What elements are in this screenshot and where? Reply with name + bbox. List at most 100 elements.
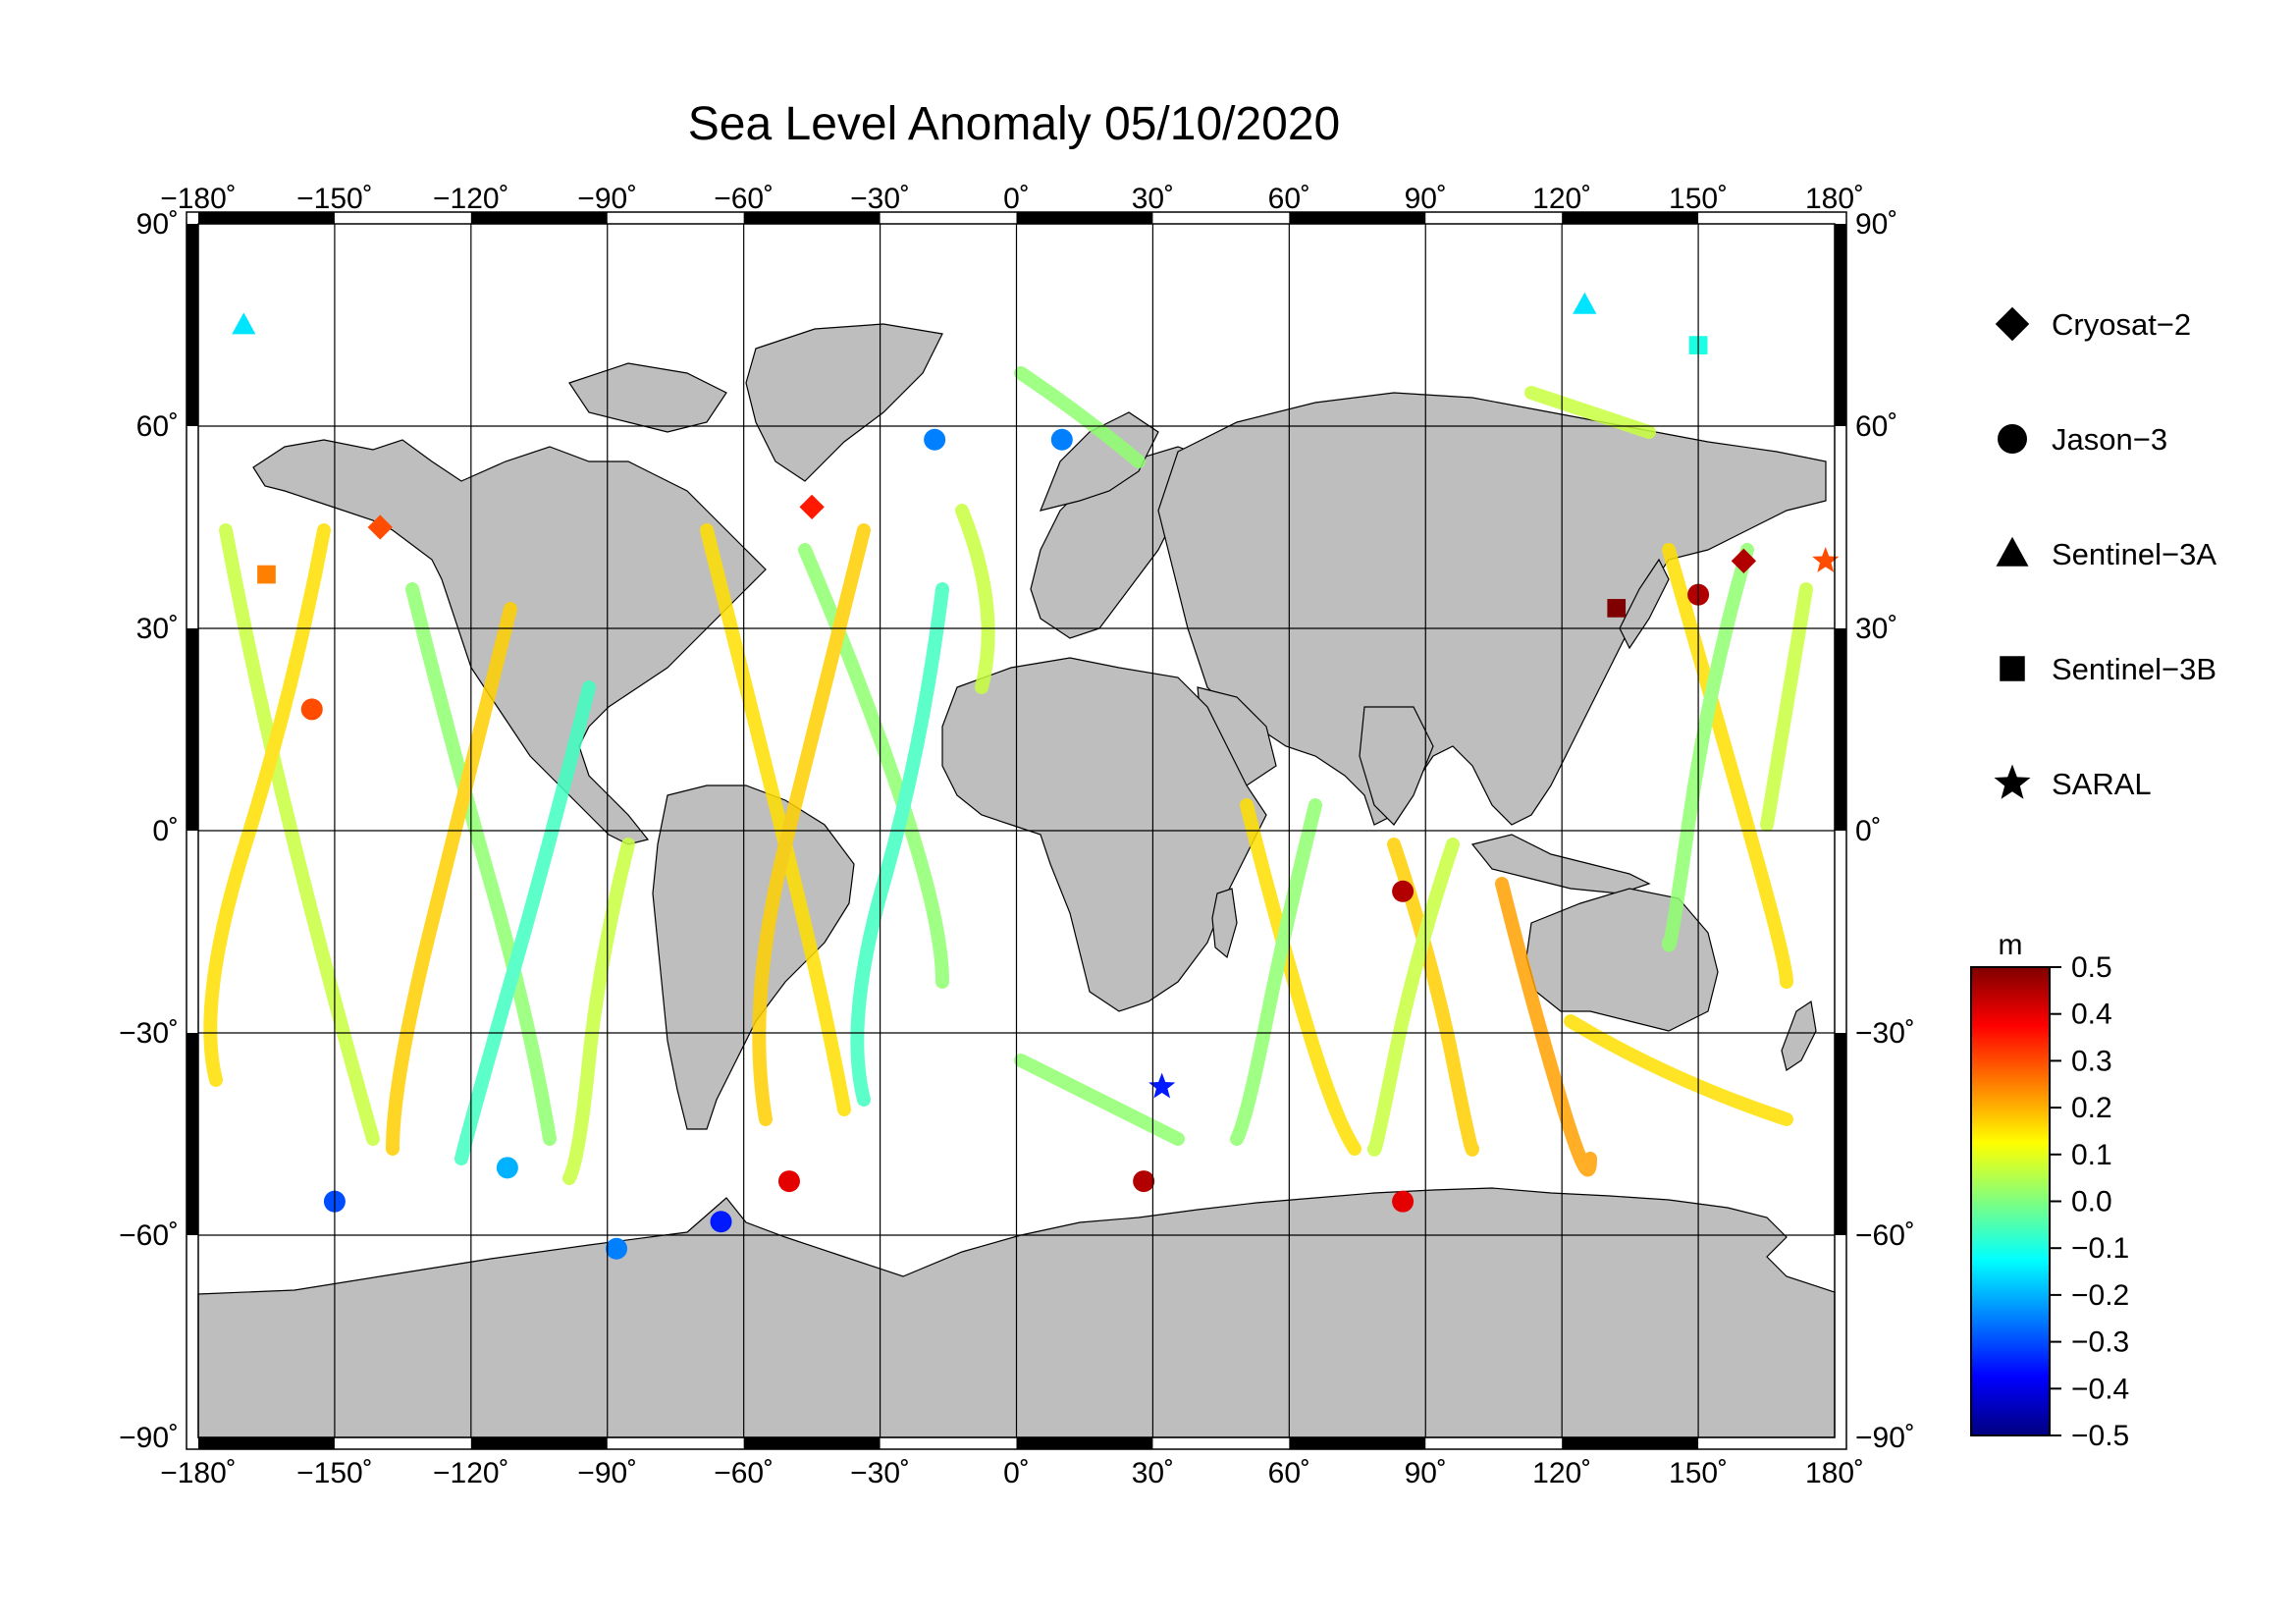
land-india bbox=[1359, 706, 1434, 826]
colorbar-tick-label: 0.1 bbox=[2071, 1139, 2112, 1171]
frame-segment bbox=[1835, 628, 1846, 831]
anomaly-point bbox=[496, 1157, 518, 1179]
graticule bbox=[198, 224, 1835, 1437]
lon-tick-bottom: −180˚ bbox=[160, 1457, 237, 1489]
frame-segment bbox=[1562, 212, 1699, 224]
lon-tick-top: 150˚ bbox=[1669, 183, 1728, 215]
frame-segment bbox=[1835, 224, 1846, 426]
frame-segment bbox=[198, 212, 335, 224]
lon-tick-bottom: 30˚ bbox=[1132, 1457, 1174, 1489]
legend-label: Sentinel−3B bbox=[2052, 652, 2216, 686]
colorbar-tick-label: 0.4 bbox=[2071, 999, 2112, 1031]
colorbar-unit: m bbox=[1999, 929, 2023, 961]
colorbar-tick-label: −0.4 bbox=[2071, 1373, 2129, 1405]
anomaly-points bbox=[232, 292, 1840, 1260]
anomaly-point bbox=[1607, 599, 1627, 618]
lon-tick-top: 60˚ bbox=[1268, 183, 1310, 215]
land-greenland bbox=[745, 323, 943, 482]
colorbar-tick-label: 0.5 bbox=[2071, 951, 2112, 984]
land-madagascar bbox=[1211, 888, 1238, 959]
frame-segment bbox=[1016, 1437, 1153, 1449]
anomaly-point bbox=[1573, 292, 1597, 314]
lat-tick-right: −60˚ bbox=[1855, 1219, 1915, 1252]
lon-tick-top: 120˚ bbox=[1532, 183, 1591, 215]
lat-tick-right: 60˚ bbox=[1855, 410, 1897, 443]
frame-segment bbox=[187, 628, 198, 831]
frame-segment bbox=[1289, 1437, 1426, 1449]
track-indian-5 bbox=[1495, 877, 1597, 1177]
map-frame bbox=[186, 211, 1847, 1450]
anomaly-point bbox=[1148, 1072, 1176, 1099]
anomaly-point bbox=[799, 494, 825, 520]
lat-tick-left: 60˚ bbox=[136, 410, 179, 443]
legend-label: SARAL bbox=[2052, 767, 2152, 801]
lat-tick-left: −30˚ bbox=[119, 1017, 179, 1050]
track-indian-4 bbox=[1367, 838, 1460, 1157]
track-indian-2 bbox=[1230, 798, 1322, 1146]
lon-tick-top: −90˚ bbox=[577, 183, 637, 215]
lon-tick-bottom: −90˚ bbox=[577, 1457, 637, 1489]
frame-segment bbox=[1016, 212, 1153, 224]
colorbar-tick-label: −0.2 bbox=[2071, 1279, 2129, 1312]
track-indian-1 bbox=[1240, 798, 1362, 1156]
colorbar: m 0.5 0.4 0.3 0.2 0.1 0.0 −0.1 −0.2 −0.3 −0.4 −0.5 bbox=[1970, 929, 2129, 1452]
colorbar-tick-label: 0.3 bbox=[2071, 1045, 2112, 1077]
frame-segment bbox=[1562, 1437, 1699, 1449]
track-pacific-4 bbox=[386, 602, 517, 1156]
anomaly-point bbox=[606, 1237, 628, 1260]
lon-tick-top: −30˚ bbox=[850, 183, 910, 215]
track-westpac-2 bbox=[1662, 543, 1754, 952]
track-pacific-1 bbox=[219, 523, 380, 1146]
lon-tick-bottom: 150˚ bbox=[1669, 1457, 1728, 1489]
lat-tick-right: −90˚ bbox=[1855, 1422, 1915, 1454]
track-westpac-1 bbox=[1662, 543, 1793, 989]
colorbar-tick-label: 0.0 bbox=[2071, 1186, 2112, 1218]
legend-label: Cryosat−2 bbox=[2052, 307, 2191, 342]
lon-tick-top: −60˚ bbox=[714, 183, 774, 215]
lon-tick-top: 180˚ bbox=[1805, 183, 1864, 215]
legend-label: Sentinel−3A bbox=[2052, 537, 2216, 571]
anomaly-point bbox=[1133, 1170, 1155, 1193]
land-arctic-islands bbox=[568, 362, 727, 433]
land-new-zealand bbox=[1781, 1000, 1817, 1071]
track-pacific-2 bbox=[203, 523, 331, 1087]
frame-segment bbox=[1835, 1033, 1846, 1235]
lat-tick-right: 30˚ bbox=[1855, 613, 1897, 645]
anomaly-point bbox=[232, 312, 256, 335]
map-title: Sea Level Anomaly 05/10/2020 bbox=[688, 98, 1341, 150]
frame-segment bbox=[743, 1437, 881, 1449]
land-japan bbox=[1619, 558, 1670, 650]
track-atlantic-5 bbox=[955, 504, 995, 694]
lon-tick-bottom: 180˚ bbox=[1805, 1457, 1864, 1489]
track-indian-3 bbox=[1387, 838, 1479, 1157]
lon-tick-top: −150˚ bbox=[296, 183, 373, 215]
track-pacific-6 bbox=[562, 838, 635, 1185]
lat-tick-left: −60˚ bbox=[119, 1219, 179, 1252]
track-arctic-1 bbox=[1014, 366, 1146, 468]
anomaly-point bbox=[710, 1211, 732, 1233]
frame-segment bbox=[187, 224, 198, 426]
lon-tick-bottom: −120˚ bbox=[433, 1457, 509, 1489]
lat-tick-left: 0˚ bbox=[152, 815, 179, 847]
axis-tick-labels: −180˚ −180˚ −150˚ −150˚ −120˚ −120˚ −90˚ −90˚ −6… bbox=[119, 183, 1915, 1489]
track-pacific-5 bbox=[454, 680, 596, 1165]
lat-tick-left: −90˚ bbox=[119, 1422, 179, 1454]
legend-label: Jason−3 bbox=[2052, 422, 2167, 457]
lon-tick-bottom: 60˚ bbox=[1268, 1457, 1310, 1489]
lon-tick-bottom: −30˚ bbox=[850, 1457, 910, 1489]
legend-marker-star bbox=[1994, 764, 2031, 799]
track-pacific-3 bbox=[405, 582, 557, 1146]
colorbar-gradient bbox=[1970, 966, 2051, 1436]
lat-tick-right: −30˚ bbox=[1855, 1017, 1915, 1050]
lon-tick-bottom: 90˚ bbox=[1405, 1457, 1447, 1489]
frame-segment bbox=[470, 1437, 608, 1449]
anomaly-point bbox=[1731, 548, 1757, 573]
lon-tick-top: 0˚ bbox=[1003, 183, 1030, 215]
lat-tick-left: 90˚ bbox=[136, 208, 179, 241]
track-atlantic-3 bbox=[752, 523, 871, 1126]
anomaly-point bbox=[924, 428, 946, 451]
colorbar-tick-label: −0.5 bbox=[2071, 1420, 2129, 1452]
lon-tick-bottom: 120˚ bbox=[1532, 1457, 1591, 1489]
land-indonesia bbox=[1470, 834, 1651, 894]
